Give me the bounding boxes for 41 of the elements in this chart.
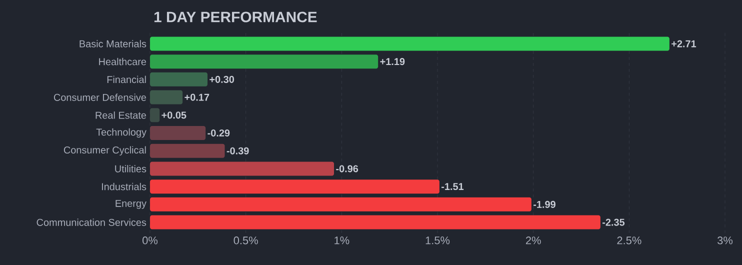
x-tick-label: 0%: [142, 236, 158, 244]
bar: [150, 197, 532, 212]
chart-title: 1 DAY PERFORMANCE: [154, 12, 317, 22]
y-tick-label: Real Estate: [96, 111, 146, 119]
x-tick-label: 1%: [334, 236, 350, 244]
bar: [150, 36, 670, 51]
x-tick-label: 1.5%: [426, 236, 450, 244]
y-tick-label: Basic Materials: [80, 40, 146, 48]
bar: [150, 72, 208, 86]
bar: [150, 126, 206, 140]
y-tick-label: Healthcare: [99, 58, 146, 66]
bar: [150, 180, 440, 194]
y-tick-label: Energy: [116, 200, 146, 209]
data-label: -1.51: [442, 183, 464, 190]
x-tick-label: 0.5%: [234, 236, 258, 244]
x-tick-label: 2%: [526, 236, 541, 244]
data-label: +1.19: [380, 58, 405, 66]
data-label: +0.30: [210, 76, 234, 83]
bar: [150, 215, 600, 230]
data-label: -0.39: [226, 147, 249, 154]
data-label: -0.29: [208, 129, 230, 137]
data-label: +0.17: [184, 94, 210, 101]
bar: [150, 54, 378, 69]
bar: [150, 144, 225, 158]
data-label: +2.71: [672, 40, 696, 48]
data-label: +0.05: [162, 112, 186, 119]
x-tick-label: 2.5%: [617, 236, 642, 244]
y-tick-label: Communication Services: [36, 218, 146, 226]
y-tick-label: Technology: [96, 128, 146, 138]
bar: [150, 108, 160, 122]
data-label: -2.35: [602, 218, 625, 226]
y-tick-label: Industrials: [102, 182, 146, 190]
bar: [150, 90, 183, 104]
bar: [150, 162, 334, 176]
y-tick-label: Utilities: [115, 165, 146, 172]
y-tick-label: Consumer Cyclical: [64, 146, 146, 156]
data-label: -0.96: [336, 165, 358, 172]
y-tick-label: Financial: [107, 76, 146, 84]
x-tick-label: 3%: [718, 236, 733, 244]
data-label: -1.99: [534, 200, 556, 208]
y-tick-label: Consumer Defensive: [54, 94, 146, 101]
